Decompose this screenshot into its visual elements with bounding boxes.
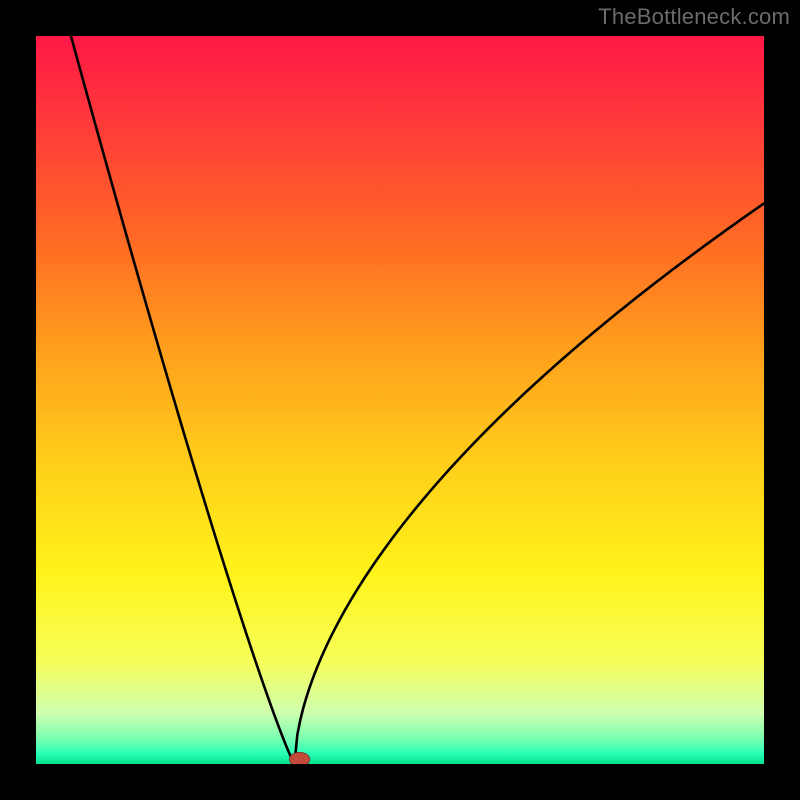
watermark-text: TheBottleneck.com [598,4,790,30]
chart-frame: TheBottleneck.com [0,0,800,800]
plot-background [36,36,764,764]
plot-svg [36,36,764,764]
min-marker [289,752,309,764]
plot-area [36,36,764,764]
